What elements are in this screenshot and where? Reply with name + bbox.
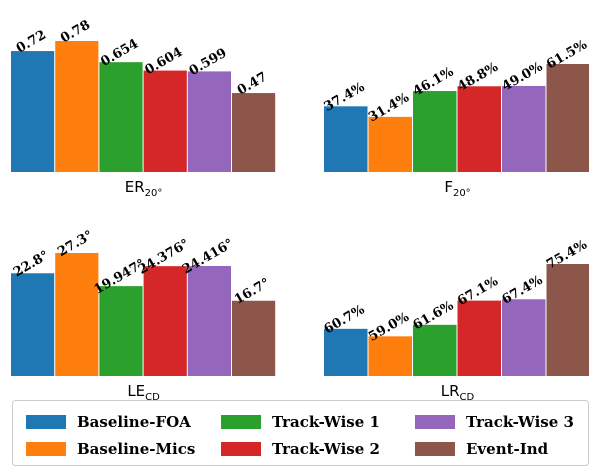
legend-swatch-2	[26, 442, 66, 456]
legend-swatch-4	[221, 442, 261, 456]
bar-1-6	[232, 93, 276, 172]
bar-4-2	[368, 336, 412, 376]
bar-3-3	[99, 286, 143, 376]
bar-3-4	[143, 266, 187, 376]
bar-4-5	[502, 299, 546, 376]
bar-3-6	[232, 300, 276, 376]
bar-2-3	[413, 91, 457, 172]
bar-4-6	[546, 264, 589, 376]
legend-label-3: Track-Wise 1	[272, 413, 380, 431]
bar-4-1	[324, 328, 368, 376]
panel-lr: 60.7%59.0%61.6%67.1%67.4%75.4%LRCD	[322, 237, 589, 403]
legend-swatch-1	[26, 415, 66, 429]
legend-swatch-3	[221, 415, 261, 429]
panel-title-4: LRCD	[441, 382, 475, 403]
bar-1-2	[55, 41, 99, 172]
panel-title-1: ER20°	[125, 178, 163, 199]
bar-2-2	[368, 116, 412, 172]
bar-2-4	[457, 86, 501, 172]
bar-4-3	[413, 324, 457, 376]
panel-title-3: LECD	[127, 382, 160, 403]
panel-le: 22.8°27.3°19.947°24.376°24.416°16.7°LECD	[11, 228, 276, 403]
bar-2-5	[502, 85, 546, 172]
bar-1-4	[143, 70, 187, 172]
legend: Baseline-FOA Baseline-Mics Track-Wise 1 Tra…	[12, 400, 589, 466]
legend-label-5: Track-Wise 3	[466, 413, 574, 431]
bar-3-1	[11, 273, 55, 376]
legend-label-2: Baseline-Mics	[77, 440, 195, 458]
legend-swatch-6	[415, 442, 455, 456]
bar-2-6	[546, 64, 589, 172]
panel-title-2: F20°	[444, 178, 470, 199]
panel-f: 37.4%31.4%46.1%48.8%49.0%61.5%F20°	[322, 37, 589, 199]
bar-1-5	[187, 71, 231, 172]
legend-label-1: Baseline-FOA	[77, 413, 191, 431]
bar-3-2	[55, 253, 99, 376]
bar-3-5	[187, 265, 231, 376]
bar-2-1	[324, 106, 368, 172]
bar-1-3	[99, 62, 143, 172]
bar-4-4	[457, 300, 501, 376]
legend-label-4: Track-Wise 2	[272, 440, 380, 458]
bar-1-1	[11, 51, 55, 173]
legend-swatch-5	[415, 415, 455, 429]
legend-label-6: Event-Ind	[466, 440, 549, 458]
